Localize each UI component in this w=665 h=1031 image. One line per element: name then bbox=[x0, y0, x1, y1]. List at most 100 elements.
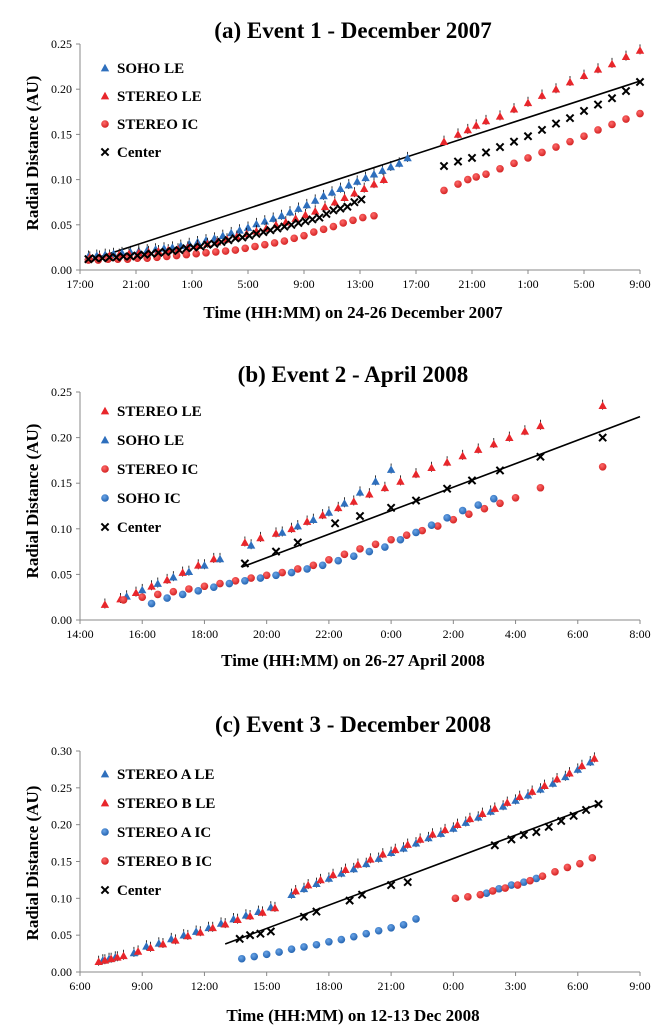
data-point-center bbox=[343, 202, 352, 212]
data-point-stereo-ic bbox=[536, 483, 545, 492]
data-point-stereo-le bbox=[439, 137, 449, 145]
data-point-stereo-ic bbox=[261, 240, 269, 249]
data-point-soho-le bbox=[327, 188, 337, 196]
data-point-stereo-a-ic bbox=[287, 945, 296, 953]
data-point-stereo-ic bbox=[212, 248, 220, 256]
data-point-stereo-a-ic bbox=[349, 932, 358, 941]
data-point-center bbox=[203, 240, 212, 249]
x-tick-label: 5:00 bbox=[237, 277, 258, 291]
data-point-stereo-b-le bbox=[220, 919, 230, 928]
data-point-center bbox=[280, 222, 289, 231]
data-point-stereo-b-le bbox=[515, 792, 524, 801]
legend: SOHO LE STEREO LE STEREO IC Center bbox=[100, 61, 202, 161]
data-point-stereo-b-le bbox=[100, 956, 110, 964]
y-axis-label: Radial Distance (AU) bbox=[23, 424, 42, 579]
data-point-soho-le bbox=[227, 228, 236, 237]
data-point-stereo-le bbox=[509, 104, 519, 113]
data-point-stereo-ic bbox=[192, 249, 200, 258]
data-point-stereo-b-le bbox=[490, 804, 500, 812]
data-point-stereo-ic bbox=[339, 219, 348, 227]
data-point-stereo-a-le bbox=[586, 757, 595, 766]
series-stereo-b-le bbox=[94, 752, 599, 966]
data-point-center bbox=[544, 822, 554, 832]
data-point-center bbox=[119, 252, 128, 261]
data-point-center bbox=[593, 100, 603, 109]
data-point-soho-le bbox=[302, 200, 311, 209]
data-point-center bbox=[551, 119, 561, 128]
data-point-center bbox=[84, 254, 93, 264]
data-point-stereo-le bbox=[349, 497, 358, 505]
data-point-center bbox=[98, 253, 107, 263]
data-point-stereo-b-le bbox=[183, 931, 193, 940]
x-tick-label: 4:00 bbox=[505, 627, 526, 641]
data-point-center bbox=[536, 452, 545, 462]
x-tick-label: 0:00 bbox=[443, 979, 464, 993]
x-axis-label: Time (HH:MM) on 26-27 April 2008 bbox=[221, 651, 485, 670]
data-point-center bbox=[531, 827, 541, 837]
data-point-stereo-ic bbox=[216, 579, 224, 588]
data-point-stereo-b-le bbox=[503, 798, 512, 806]
data-point-soho-le bbox=[169, 572, 178, 581]
data-point-stereo-ic bbox=[309, 561, 318, 570]
data-point-soho-le bbox=[378, 166, 387, 174]
data-point-stereo-le bbox=[380, 483, 390, 492]
data-point-center bbox=[266, 927, 276, 936]
data-point-stereo-b-le bbox=[113, 953, 122, 961]
data-point-stereo-ic bbox=[359, 213, 367, 222]
data-point-stereo-b-ic bbox=[451, 894, 460, 903]
data-point-center bbox=[467, 476, 477, 485]
data-point-soho-le bbox=[260, 216, 269, 225]
data-point-center bbox=[495, 142, 505, 152]
data-point-soho-le bbox=[153, 579, 162, 587]
data-point-stereo-a-ic bbox=[262, 950, 271, 959]
data-point-stereo-ic bbox=[496, 499, 504, 508]
data-point-stereo-le bbox=[523, 98, 533, 107]
data-point-stereo-a-le bbox=[386, 848, 396, 857]
series-soho-le bbox=[84, 151, 412, 261]
data-point-center bbox=[133, 251, 142, 260]
series-stereo-ic bbox=[119, 462, 607, 604]
data-point-stereo-ic bbox=[510, 159, 518, 168]
data-point-stereo-b-le bbox=[303, 880, 313, 889]
data-point-stereo-ic bbox=[608, 120, 616, 129]
x-tick-label: 9:00 bbox=[293, 277, 314, 291]
data-point-stereo-b-le bbox=[341, 865, 350, 873]
legend-label: STEREO A LE bbox=[117, 767, 215, 783]
data-point-soho-le bbox=[252, 219, 261, 228]
x-tick-label: 22:00 bbox=[315, 627, 342, 641]
data-point-stereo-a-le bbox=[287, 890, 296, 899]
chart-title: (b) Event 2 - April 2008 bbox=[238, 362, 469, 387]
x-tick-label: 5:00 bbox=[573, 277, 594, 291]
data-point-stereo-ic bbox=[231, 576, 240, 585]
data-point-stereo-a-le bbox=[362, 859, 371, 868]
data-point-stereo-le bbox=[536, 421, 545, 430]
data-point-center bbox=[299, 912, 309, 922]
data-point-stereo-b-le bbox=[540, 781, 549, 789]
data-point-stereo-a-le bbox=[399, 844, 408, 852]
legend-marker-center bbox=[100, 522, 110, 532]
data-point-stereo-ic bbox=[580, 132, 588, 141]
data-point-stereo-ic bbox=[371, 540, 380, 549]
data-point-stereo-b-le bbox=[577, 761, 587, 770]
data-point-stereo-ic bbox=[200, 582, 209, 591]
data-point-center bbox=[537, 125, 547, 135]
y-tick-label: 0.05 bbox=[51, 928, 72, 942]
data-point-stereo-a-ic bbox=[275, 948, 283, 956]
data-point-stereo-a-le bbox=[548, 779, 558, 787]
data-point-soho-ic bbox=[303, 565, 311, 573]
data-point-stereo-ic bbox=[387, 535, 395, 544]
data-point-center bbox=[240, 559, 250, 568]
x-tick-label: 17:00 bbox=[66, 277, 93, 291]
data-point-stereo-le bbox=[365, 489, 374, 498]
x-tick-label: 3:00 bbox=[505, 979, 526, 993]
data-point-soho-le bbox=[269, 214, 278, 222]
data-point-soho-ic bbox=[287, 568, 296, 577]
data-point-center bbox=[403, 877, 413, 887]
data-point-stereo-b-ic bbox=[488, 887, 497, 895]
y-axis-label: Radial Distance (AU) bbox=[23, 786, 42, 941]
data-point-soho-le bbox=[361, 173, 370, 182]
data-point-stereo-le bbox=[442, 458, 452, 466]
data-point-soho-ic bbox=[209, 583, 218, 591]
data-point-center bbox=[509, 137, 519, 146]
data-point-center bbox=[182, 243, 191, 253]
